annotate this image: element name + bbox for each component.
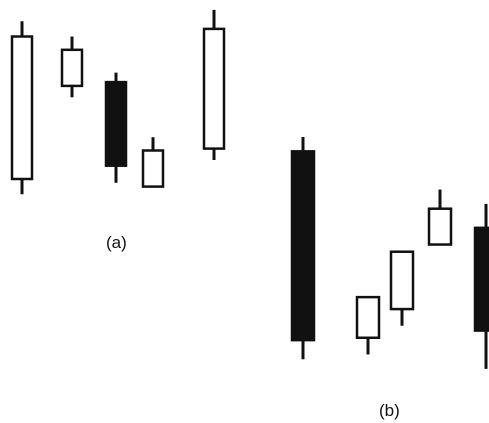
candle-a-5 xyxy=(202,9,226,160)
candle-b-5-body xyxy=(473,226,489,332)
candle-a-2-body xyxy=(60,48,84,88)
candle-b-4-body xyxy=(427,207,453,246)
candle-a-4 xyxy=(141,137,165,188)
candle-a-5-body xyxy=(202,27,226,150)
candle-b-4 xyxy=(427,189,453,246)
candle-b-1-body xyxy=(290,150,316,342)
candle-a-1 xyxy=(10,21,34,195)
candlestick-panel-b xyxy=(290,137,489,369)
candle-b-2 xyxy=(355,295,381,355)
candle-b-2-body xyxy=(355,295,381,340)
candle-a-4-body xyxy=(141,149,165,188)
candle-a-3-body xyxy=(104,80,128,167)
candle-b-3-body xyxy=(389,250,415,311)
candlestick-panel-a xyxy=(10,9,226,195)
candle-a-2 xyxy=(60,36,84,98)
panel-b-caption: (b) xyxy=(379,401,400,420)
candle-b-1 xyxy=(290,137,316,360)
candle-b-3 xyxy=(389,250,415,326)
candle-a-1-body xyxy=(10,35,34,181)
panel-a-caption: (a) xyxy=(106,233,127,252)
candle-b-5 xyxy=(473,203,489,369)
candle-a-3 xyxy=(104,72,128,183)
